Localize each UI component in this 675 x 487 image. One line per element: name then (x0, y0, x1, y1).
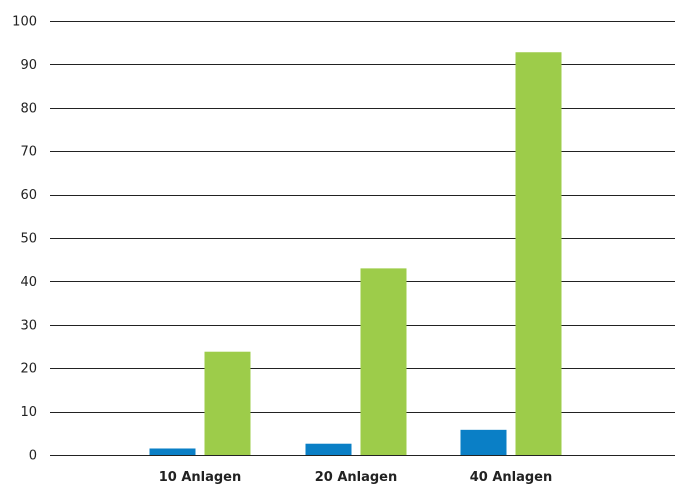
x-category-label: 10 Anlagen (159, 470, 242, 485)
bar-series2-10-anlagen (204, 351, 251, 455)
bar-series2-20-anlagen (360, 268, 407, 455)
x-category-label: 20 Anlagen (315, 470, 398, 485)
y-tick-label-10: 10 (20, 405, 37, 420)
bar-series1-40-anlagen (460, 429, 507, 455)
y-tick-label-0: 0 (29, 449, 37, 464)
bar-series2-40-anlagen (515, 52, 562, 456)
y-tick-label-90: 90 (20, 58, 37, 73)
y-tick-label-50: 50 (20, 232, 37, 247)
y-tick-label-80: 80 (20, 101, 37, 116)
y-tick-label-40: 40 (20, 275, 37, 290)
y-tick-label-100: 100 (12, 15, 37, 30)
bar-series1-10-anlagen (149, 448, 196, 455)
bar-series1-20-anlagen (305, 443, 352, 455)
bars (149, 52, 562, 456)
x-axis-category-labels: 10 Anlagen 20 Anlagen 40 Anlagen (159, 470, 553, 485)
y-tick-label-20: 20 (20, 362, 37, 377)
y-axis-tick-labels: 0 10 20 30 40 50 60 70 80 90 100 (12, 15, 37, 464)
x-category-label: 40 Anlagen (470, 470, 553, 485)
y-tick-label-60: 60 (20, 188, 37, 203)
y-tick-label-30: 30 (20, 318, 37, 333)
y-tick-label-70: 70 (20, 145, 37, 160)
